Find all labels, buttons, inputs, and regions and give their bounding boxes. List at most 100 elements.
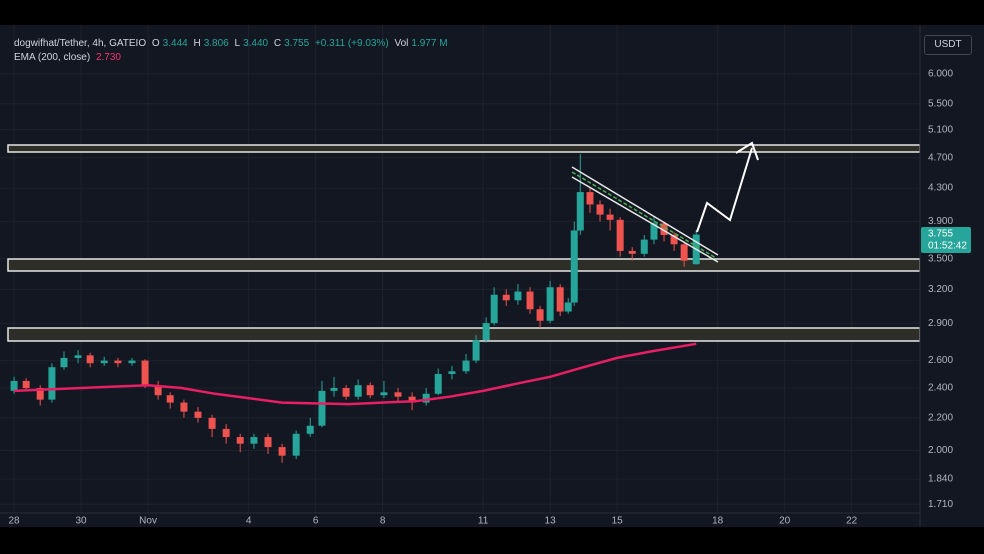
candle-body [354,385,362,397]
x-tick-label: 11 [478,516,489,527]
symbol: dogwifhat/Tether, 4h, GATEIO [14,38,147,49]
x-tick-label: 18 [712,516,724,527]
y-tick-label: 2.600 [928,355,953,366]
x-tick-label: 30 [76,516,88,527]
y-tick-label: 4.700 [928,152,953,163]
resistance-zone [7,144,921,153]
projection-arrow [696,147,753,233]
x-tick-label: 28 [9,516,21,527]
label: H [193,38,201,49]
ema-line [14,342,697,406]
label: L [234,38,241,49]
candle-body [570,230,578,303]
annotations [571,141,759,263]
candle-body [366,385,374,396]
y-tick-label: 5.500 [928,98,953,109]
x-tick-label: 20 [779,516,791,527]
candle-body [660,223,668,236]
candle-body [502,294,510,301]
currency-button[interactable]: USDT [924,35,972,55]
y-tick-label: 1.840 [928,474,953,485]
candle-body [670,235,678,245]
candle-body [22,380,30,389]
chart-background [0,25,984,527]
candle-body [394,392,402,397]
candle-body [628,250,636,254]
candle-body [154,385,162,396]
candle-body [434,374,442,394]
candle-body [60,357,68,368]
candle-body [278,447,286,456]
candle-body [10,380,18,391]
candle-body [680,244,688,261]
legend: dogwifhat/Tether, 4h, GATEIO O 3.444 H 3.8… [14,37,451,65]
indicator-name: EMA (200, close) [14,52,91,63]
candle-body [422,393,430,403]
candle-body [472,340,480,361]
candle-body [616,219,624,251]
x-tick-label: 4 [246,516,252,527]
candle-body [100,360,108,364]
candle-body [318,390,326,426]
candle-body [380,392,388,396]
candle-body [546,287,554,321]
arrow-head [735,141,759,161]
value: 3.806 [203,38,229,49]
trend-line [571,171,717,259]
trend-line [571,166,719,256]
candle-body [86,355,94,364]
candle-body [408,396,416,403]
y-tick-label: 5.100 [928,124,953,135]
candle-body [556,287,564,312]
label: C [273,38,282,49]
label: O [151,38,160,49]
support-zone [7,258,921,272]
candle-body [462,360,470,372]
candle-body [536,309,544,321]
support-zone [7,327,921,342]
candle-body [576,192,584,231]
y-tick-label: 2.900 [928,318,953,329]
y-tick-label: 1.710 [928,499,953,510]
value: 3.444 [162,38,188,49]
candle-body [74,355,82,358]
last-price: 3.755 [928,229,953,240]
candle-body [482,323,490,341]
y-tick-label: 3.500 [928,253,953,264]
y-tick-label: 3.900 [928,216,953,227]
candle-body [48,367,56,400]
value: 3.440 [243,38,269,49]
candle-body [640,239,648,254]
y-tick-label: 2.000 [928,445,953,456]
label: Vol [394,38,409,49]
x-tick-label: 15 [612,516,624,527]
value: 3.755 [284,38,310,49]
last-price-box [921,227,971,253]
candle-body [292,433,300,456]
change: +0.311 (+9.03%) [314,38,389,49]
candle-body [236,437,244,444]
x-tick-label: 13 [545,516,557,527]
candle-body [141,360,149,386]
candle-body [526,291,534,310]
countdown: 01:52:42 [928,241,967,252]
y-tick-label: 6.000 [928,69,953,80]
candle-body [596,204,604,215]
candle-body [264,437,272,448]
candle-body [36,388,44,400]
indicator-value: 2.730 [95,52,121,63]
candle-body [586,192,594,205]
candle-body [222,428,230,438]
candle-body [114,360,122,364]
y-tick-label: 3.200 [928,284,953,295]
y-tick-label: 2.400 [928,383,953,394]
candle-body [650,223,658,240]
candle-body [448,371,456,375]
candle-body [564,302,572,312]
x-tick-label: 8 [380,516,386,527]
candle-body [194,411,202,418]
x-tick-label: Nov [139,516,157,527]
x-tick-label: 22 [846,516,858,527]
